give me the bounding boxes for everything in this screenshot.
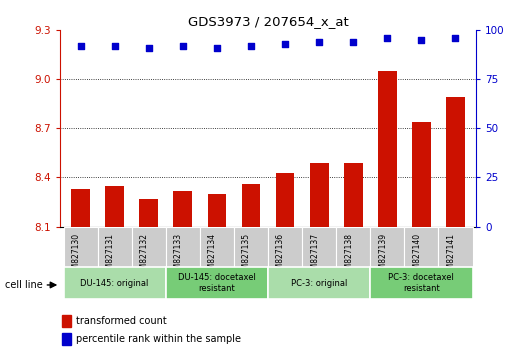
Title: GDS3973 / 207654_x_at: GDS3973 / 207654_x_at bbox=[188, 15, 348, 28]
Bar bbox=[64, 267, 166, 299]
Text: PC-3: original: PC-3: original bbox=[291, 279, 347, 288]
Bar bbox=[166, 267, 268, 299]
Bar bbox=[166, 227, 200, 267]
Point bbox=[417, 37, 426, 43]
Text: GSM827138: GSM827138 bbox=[344, 233, 353, 279]
Point bbox=[383, 35, 392, 41]
Bar bbox=[310, 163, 328, 227]
Bar bbox=[242, 184, 260, 227]
Text: GSM827137: GSM827137 bbox=[310, 233, 319, 279]
Text: cell line: cell line bbox=[5, 280, 43, 290]
Text: GSM827134: GSM827134 bbox=[208, 233, 217, 279]
Point bbox=[144, 45, 153, 51]
Bar bbox=[64, 227, 98, 267]
Text: DU-145: original: DU-145: original bbox=[81, 279, 149, 288]
Bar bbox=[71, 189, 90, 227]
Text: GSM827135: GSM827135 bbox=[242, 233, 251, 279]
Point bbox=[213, 45, 221, 51]
Bar bbox=[140, 199, 158, 227]
Bar bbox=[62, 333, 71, 345]
Bar bbox=[276, 172, 294, 227]
Point bbox=[451, 35, 460, 41]
Bar bbox=[438, 227, 472, 267]
Bar bbox=[174, 190, 192, 227]
Bar bbox=[412, 122, 431, 227]
Point bbox=[349, 39, 357, 45]
Text: percentile rank within the sample: percentile rank within the sample bbox=[76, 334, 241, 344]
Bar bbox=[370, 267, 472, 299]
Text: GSM827136: GSM827136 bbox=[276, 233, 285, 279]
Text: GSM827132: GSM827132 bbox=[140, 233, 149, 279]
Bar bbox=[344, 163, 362, 227]
Text: GSM827133: GSM827133 bbox=[174, 233, 183, 279]
Point bbox=[110, 43, 119, 48]
Bar bbox=[200, 227, 234, 267]
Text: PC-3: docetaxel
resistant: PC-3: docetaxel resistant bbox=[389, 274, 454, 293]
Bar bbox=[446, 97, 465, 227]
Point bbox=[247, 43, 255, 48]
Bar bbox=[268, 267, 370, 299]
Point bbox=[281, 41, 289, 47]
Text: GSM827141: GSM827141 bbox=[447, 233, 456, 279]
Point bbox=[179, 43, 187, 48]
Text: transformed count: transformed count bbox=[76, 316, 167, 326]
Bar bbox=[105, 185, 124, 227]
Bar bbox=[98, 227, 132, 267]
Bar bbox=[62, 315, 71, 327]
Text: GSM827139: GSM827139 bbox=[378, 233, 388, 279]
Point bbox=[76, 43, 85, 48]
Bar bbox=[268, 227, 302, 267]
Bar bbox=[234, 227, 268, 267]
Text: GSM827131: GSM827131 bbox=[106, 233, 115, 279]
Bar bbox=[208, 194, 226, 227]
Bar bbox=[132, 227, 166, 267]
Bar bbox=[404, 227, 438, 267]
Bar bbox=[378, 71, 396, 227]
Point bbox=[315, 39, 323, 45]
Text: GSM827140: GSM827140 bbox=[413, 233, 422, 279]
Bar bbox=[370, 227, 404, 267]
Bar bbox=[302, 227, 336, 267]
Text: DU-145: docetaxel
resistant: DU-145: docetaxel resistant bbox=[178, 274, 256, 293]
Text: GSM827130: GSM827130 bbox=[72, 233, 81, 279]
Bar bbox=[336, 227, 370, 267]
